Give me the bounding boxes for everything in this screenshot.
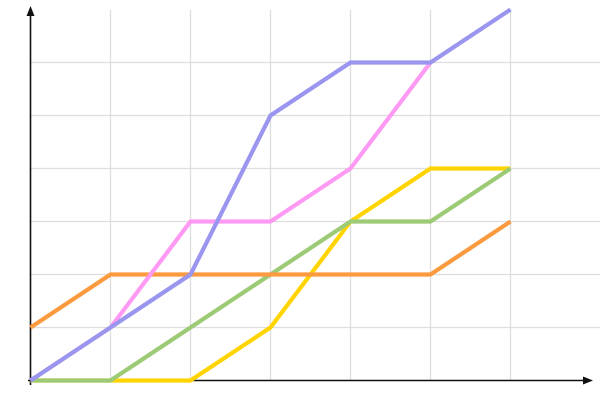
series-lines: [29, 7, 512, 383]
x-axis-arrow-icon: [583, 376, 593, 385]
series-line-blue: [29, 7, 512, 383]
series-line-orange: [29, 219, 512, 330]
y-axis-arrow-icon: [26, 6, 35, 16]
